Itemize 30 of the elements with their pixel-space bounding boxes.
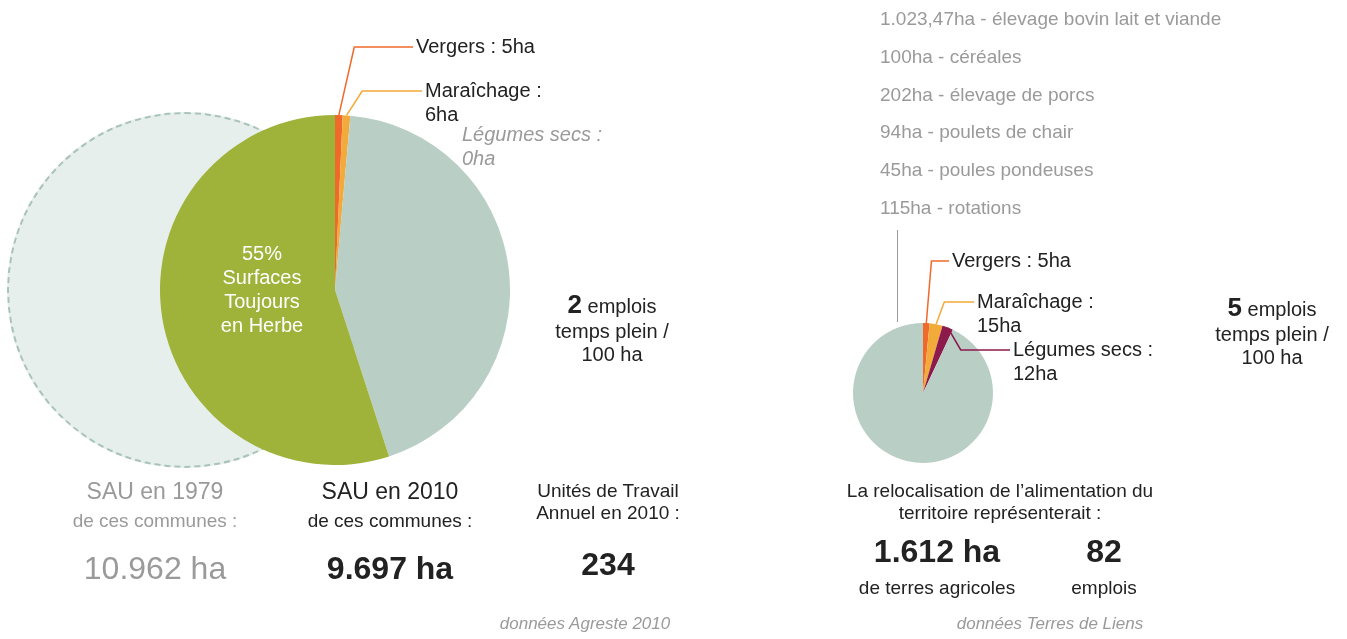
text: 45ha - poules pondeuses <box>880 159 1094 181</box>
slice-label: Vergers : 5ha <box>416 34 536 57</box>
text: SAU en 2010 <box>320 478 460 505</box>
slice-label: Maraîchage : 6ha <box>425 78 542 125</box>
text: La relocalisation de l’alimentation du territoire représenterait : <box>845 480 1155 524</box>
text: 9.697 ha <box>325 550 455 587</box>
text: données Agreste 2010 <box>498 614 672 634</box>
text: 234 <box>580 546 636 583</box>
text: 2 emplois temps plein / 100 ha <box>554 289 670 366</box>
text: de ces communes : <box>71 510 239 532</box>
text: 5 emplois temps plein / 100 ha <box>1214 292 1330 369</box>
slice-label: Maraîchage : 15ha <box>977 289 1094 336</box>
text: Unités de Travail Annuel en 2010 : <box>535 480 681 524</box>
text: 202ha - élevage de porcs <box>880 84 1095 106</box>
text: de ces communes : <box>306 510 474 532</box>
text: emplois <box>1070 577 1138 599</box>
text: données Terres de Liens <box>955 614 1145 634</box>
text: 115ha - rotations <box>880 197 1022 219</box>
category-label: Légumes secs : 0ha <box>462 122 603 169</box>
slice-label: Vergers : 5ha <box>952 248 1072 271</box>
text: 1.612 ha <box>872 533 1002 570</box>
slice-label: 55% Surfaces Toujours en Herbe <box>220 241 304 336</box>
text: SAU en 1979 <box>85 478 225 505</box>
text: 10.962 ha <box>82 550 228 587</box>
slice-label: Légumes secs : 12ha <box>1013 337 1154 384</box>
text: 82 <box>1085 533 1123 570</box>
text: de terres agricoles <box>857 577 1017 599</box>
text: 1.023,47ha - élevage bovin lait et viande <box>880 8 1222 30</box>
text: 94ha - poulets de chair <box>880 121 1074 143</box>
text: 100ha - céréales <box>880 46 1022 68</box>
